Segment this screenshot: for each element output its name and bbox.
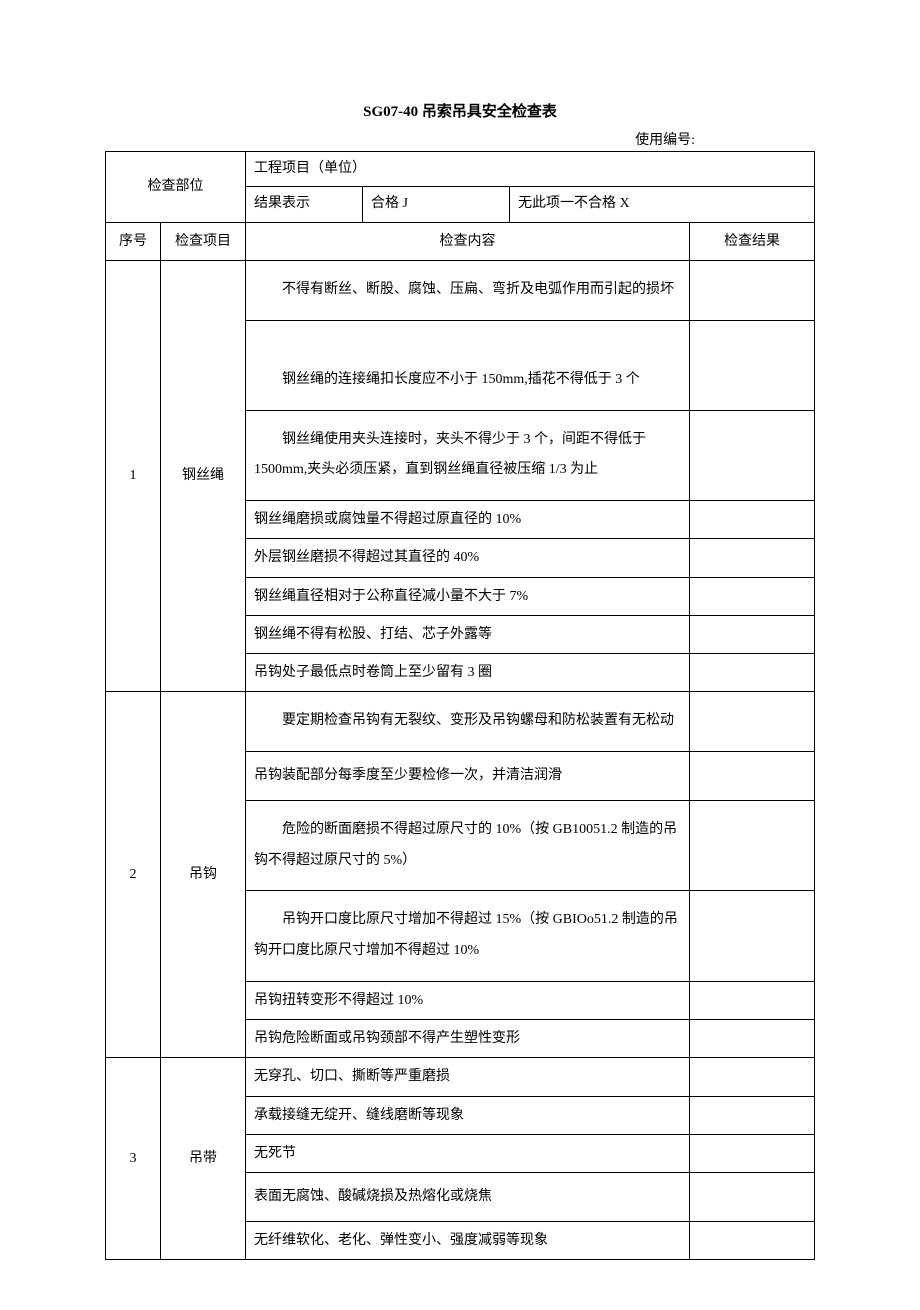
result-cell[interactable] (690, 577, 815, 615)
content-text: 钢丝绳的连接绳扣长度应不小于 150mm,插花不得低于 3 个 (246, 321, 689, 410)
content-text: 无穿孔、切口、撕断等严重磨损 (246, 1058, 689, 1095)
header-info: 工程项目（单位） 使用编号: (105, 129, 815, 149)
content-text: 钢丝绳磨损或腐蚀量不得超过原直径的 10% (246, 501, 689, 538)
result-cell[interactable] (690, 539, 815, 577)
result-cell[interactable] (690, 410, 815, 501)
content-cell: 钢丝绳不得有松股、打结、芯子外露等 (246, 615, 690, 653)
table-header-row: 序号 检查项目 检查内容 检查结果 (106, 222, 815, 260)
result-cell[interactable] (690, 1134, 815, 1172)
header-content: 检查内容 (246, 222, 690, 260)
content-cell: 吊钩装配部分每季度至少要检修一次，并清洁润滑 (246, 751, 690, 800)
doc-title: SG07-40 吊索吊具安全检查表 (105, 100, 815, 121)
content-cell: 钢丝绳磨损或腐蚀量不得超过原直径的 10% (246, 501, 690, 539)
content-cell: 要定期检查吊钩有无裂纹、变形及吊钩螺母和防松装置有无松动 (246, 692, 690, 752)
content-cell: 表面无腐蚀、酸碱烧损及热熔化或烧焦 (246, 1173, 690, 1222)
content-cell: 钢丝绳直径相对于公称直径减小量不大于 7% (246, 577, 690, 615)
seq-cell: 2 (106, 692, 161, 1058)
content-text: 钢丝绳直径相对于公称直径减小量不大于 7% (246, 578, 689, 615)
content-cell: 无死节 (246, 1134, 690, 1172)
content-cell: 钢丝绳使用夹头连接时，夹头不得少于 3 个，间距不得低于1500mm,夹头必须压… (246, 410, 690, 501)
item-value: 钢丝绳 (161, 457, 245, 494)
content-cell: 外层钢丝磨损不得超过其直径的 40% (246, 539, 690, 577)
content-text: 危险的断面磨损不得超过原尺寸的 10%（按 GB10051.2 制造的吊钩不得超… (246, 801, 689, 891)
pass-label: 合格 J (363, 187, 510, 221)
item-value: 吊带 (161, 1140, 245, 1177)
content-text: 无纤维软化、老化、弹性变小、强度减弱等现象 (246, 1222, 689, 1259)
result-cell[interactable] (690, 692, 815, 752)
content-cell: 吊钩处子最低点时卷筒上至少留有 3 圈 (246, 653, 690, 691)
project-label-cell: 工程项目（单位） (246, 152, 814, 186)
seq-value: 1 (106, 457, 160, 494)
result-cell[interactable] (690, 320, 815, 410)
content-cell: 危险的断面磨损不得超过原尺寸的 10%（按 GB10051.2 制造的吊钩不得超… (246, 800, 690, 891)
project-cell: 工程项目（单位） (246, 152, 815, 187)
content-cell: 吊钩危险断面或吊钩颈部不得产生塑性变形 (246, 1020, 690, 1058)
result-indicator-label: 结果表示 (246, 187, 363, 221)
seq-cell: 3 (106, 1058, 161, 1260)
content-text: 吊钩处子最低点时卷筒上至少留有 3 圈 (246, 654, 689, 691)
result-cell[interactable] (690, 1020, 815, 1058)
content-cell: 承载接缝无绽开、缝线磨断等现象 (246, 1096, 690, 1134)
result-cell[interactable] (690, 1173, 815, 1222)
result-cell[interactable] (690, 800, 815, 891)
title-main: 吊索吊具安全检查表 (422, 104, 557, 120)
content-text: 要定期检查吊钩有无裂纹、变形及吊钩螺母和防松装置有无松动 (246, 692, 689, 751)
header-seq: 序号 (106, 222, 161, 260)
item-cell: 钢丝绳 (161, 260, 246, 691)
content-text: 承载接缝无绽开、缝线磨断等现象 (246, 1097, 689, 1134)
header-item: 检查项目 (161, 222, 246, 260)
table-row: 1钢丝绳不得有断丝、断股、腐蚀、压扁、弯折及电弧作用而引起的损坏 (106, 260, 815, 320)
seq-value: 2 (106, 856, 160, 893)
usage-no-label: 使用编号: (635, 129, 695, 149)
result-cell[interactable] (690, 891, 815, 982)
content-cell: 吊钩开口度比原尺寸增加不得超过 15%（按 GBIOo51.2 制造的吊钩开口度… (246, 891, 690, 982)
result-cell[interactable] (690, 653, 815, 691)
result-cell[interactable] (690, 1096, 815, 1134)
result-cell[interactable] (690, 1222, 815, 1260)
inspection-table: 检查部位 工程项目（单位） 结果表示 合格 J 无此项一不合格 X 序号 检查项… (105, 151, 815, 1260)
content-cell: 无纤维软化、老化、弹性变小、强度减弱等现象 (246, 1222, 690, 1260)
content-text: 吊钩装配部分每季度至少要检修一次，并清洁润滑 (246, 752, 689, 800)
seq-value: 3 (106, 1140, 160, 1177)
result-cell[interactable] (690, 260, 815, 320)
seq-cell: 1 (106, 260, 161, 691)
check-part-cell: 检查部位 (106, 152, 246, 223)
content-cell: 无穿孔、切口、撕断等严重磨损 (246, 1058, 690, 1096)
content-text: 吊钩开口度比原尺寸增加不得超过 15%（按 GBIOo51.2 制造的吊钩开口度… (246, 891, 689, 981)
content-text: 无死节 (246, 1135, 689, 1172)
content-text: 吊钩危险断面或吊钩颈部不得产生塑性变形 (246, 1020, 689, 1057)
result-cell[interactable] (690, 982, 815, 1020)
item-cell: 吊钩 (161, 692, 246, 1058)
check-part-label: 检查部位 (106, 168, 245, 205)
item-value: 吊钩 (161, 856, 245, 893)
content-cell: 不得有断丝、断股、腐蚀、压扁、弯折及电弧作用而引起的损坏 (246, 260, 690, 320)
item-cell: 吊带 (161, 1058, 246, 1260)
title-prefix: SG07-40 (363, 104, 418, 120)
info-row-1: 检查部位 工程项目（单位） (106, 152, 815, 187)
content-text: 吊钩扭转变形不得超过 10% (246, 982, 689, 1019)
table-row: 3吊带无穿孔、切口、撕断等严重磨损 (106, 1058, 815, 1096)
content-text: 外层钢丝磨损不得超过其直径的 40% (246, 539, 689, 576)
result-cell[interactable] (690, 501, 815, 539)
result-cell[interactable] (690, 1058, 815, 1096)
header-result: 检查结果 (690, 222, 815, 260)
content-text: 钢丝绳不得有松股、打结、芯子外露等 (246, 616, 689, 653)
result-cell[interactable] (690, 751, 815, 800)
content-text: 钢丝绳使用夹头连接时，夹头不得少于 3 个，间距不得低于1500mm,夹头必须压… (246, 411, 689, 501)
table-row: 2吊钩要定期检查吊钩有无裂纹、变形及吊钩螺母和防松装置有无松动 (106, 692, 815, 752)
content-cell: 吊钩扭转变形不得超过 10% (246, 982, 690, 1020)
result-cell[interactable] (690, 615, 815, 653)
content-cell: 钢丝绳的连接绳扣长度应不小于 150mm,插花不得低于 3 个 (246, 320, 690, 410)
result-indicator-cell: 结果表示 合格 J 无此项一不合格 X (246, 187, 815, 222)
none-fail-label: 无此项一不合格 X (510, 187, 814, 221)
content-text: 表面无腐蚀、酸碱烧损及热熔化或烧焦 (246, 1173, 689, 1221)
content-text: 不得有断丝、断股、腐蚀、压扁、弯折及电弧作用而引起的损坏 (246, 261, 689, 320)
